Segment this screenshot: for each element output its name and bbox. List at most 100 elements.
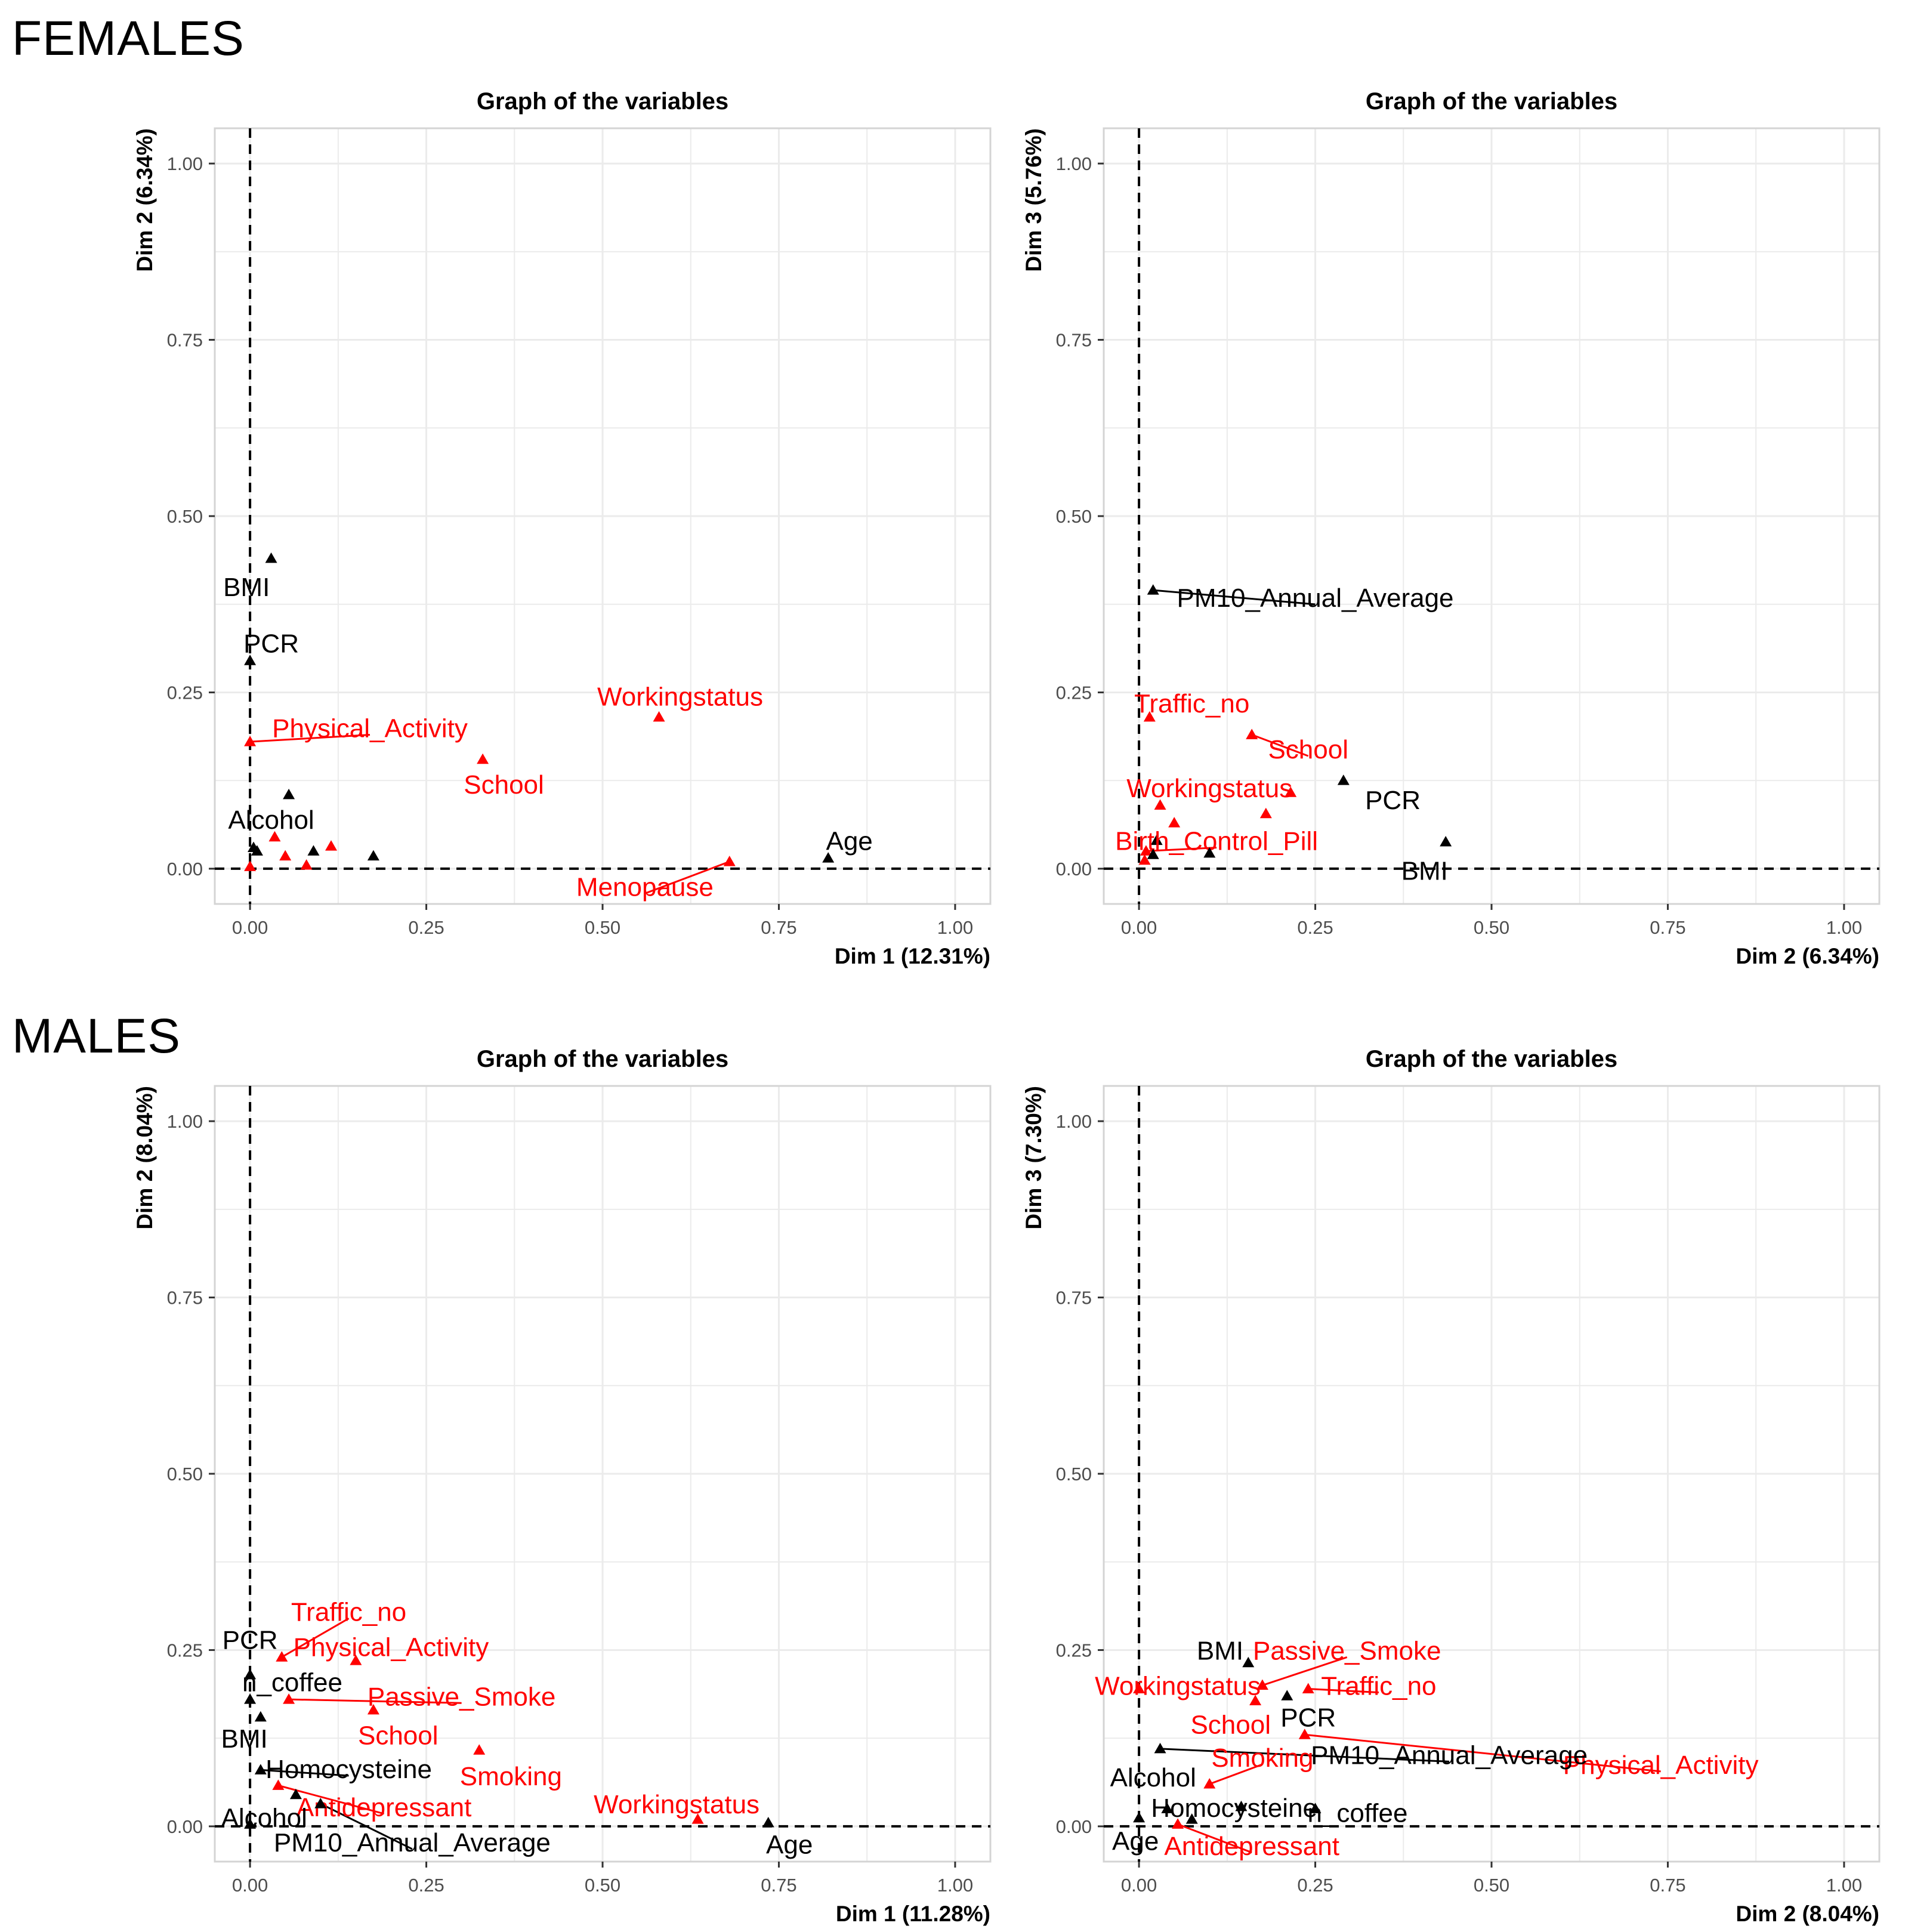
data-point-triangle <box>1185 1813 1198 1824</box>
x-axis-label: Dim 1 (11.28%) <box>836 1902 990 1926</box>
data-point-triangle <box>1172 1818 1184 1829</box>
point-label: PCR <box>1280 1703 1336 1733</box>
data-point-triangle <box>283 1693 295 1704</box>
data-point-triangle <box>1249 1695 1262 1706</box>
x-tick-label: 1.00 <box>937 917 973 938</box>
data-point-triangle <box>1143 711 1156 722</box>
data-point-triangle <box>367 1703 379 1715</box>
y-tick-label: 0.25 <box>1056 682 1092 703</box>
y-tick-label: 0.75 <box>167 1288 203 1308</box>
label-connector <box>1153 589 1316 606</box>
data-point-triangle <box>1168 817 1181 828</box>
data-point-triangle <box>1440 836 1452 847</box>
y-axis-label: Dim 2 (6.34%) <box>132 128 157 272</box>
data-point-triangle <box>367 850 379 861</box>
point-label: PCR <box>243 629 299 659</box>
label-connector <box>1177 1823 1252 1854</box>
point-label: Alcohol <box>228 805 314 835</box>
chart-title: Graph of the variables <box>477 1046 728 1072</box>
x-tick-label: 0.50 <box>1474 1875 1509 1896</box>
y-tick-label: 0.50 <box>1056 506 1092 527</box>
point-label: School <box>358 1721 439 1750</box>
data-point-triangle <box>1161 1803 1174 1813</box>
data-point-triangle <box>723 856 736 866</box>
data-point-triangle <box>251 845 263 856</box>
data-point-triangle <box>477 753 489 764</box>
point-label: PCR <box>1365 786 1421 815</box>
data-point-triangle <box>1154 799 1166 810</box>
males-dim1-dim2-chart: 0.00 0.00 0.25 0.25 0.50 0.50 0.75 0.75 1.00 1.00… <box>132 1046 992 1926</box>
point-label: Physical_Activity <box>1563 1751 1759 1780</box>
point-label: PM10_Annual_Average <box>1177 584 1454 613</box>
label-connector <box>1209 1763 1263 1785</box>
label-connector <box>644 860 730 894</box>
point-label: Age <box>826 827 872 856</box>
data-point-triangle <box>314 1798 327 1808</box>
point-label: School <box>464 770 544 800</box>
label-connector <box>1304 1733 1661 1773</box>
y-tick-label: 0.00 <box>1056 859 1092 879</box>
x-tick-label: 0.75 <box>761 1875 796 1896</box>
data-point-triangle <box>1298 1729 1311 1739</box>
point-label: School <box>1268 735 1348 764</box>
data-point-triangle <box>276 1651 288 1662</box>
point-label: Age <box>766 1830 813 1859</box>
females-section-title: FEMALES <box>12 11 245 66</box>
point-label: Smoking <box>460 1762 562 1791</box>
data-point-triangle <box>1246 729 1258 739</box>
y-tick-label: 0.50 <box>167 506 203 527</box>
data-point-triangle <box>268 831 281 842</box>
point-label: Smoking <box>1211 1743 1313 1773</box>
y-tick-label: 0.50 <box>167 1464 203 1485</box>
data-point-triangle <box>473 1744 486 1755</box>
chart-title: Graph of the variables <box>477 88 728 115</box>
data-point-triangle <box>254 1764 267 1774</box>
males-dim2-dim3-chart: 0.00 0.00 0.25 0.25 0.50 0.50 0.75 0.75 1.00 1.00… <box>1021 1046 1881 1926</box>
data-point-triangle <box>244 1818 257 1829</box>
data-point-triangle <box>244 655 257 665</box>
y-tick-label: 0.00 <box>167 1816 203 1837</box>
label-connector <box>1146 847 1217 852</box>
data-point-triangle <box>307 845 320 856</box>
point-label: Antidepressant <box>1164 1832 1339 1861</box>
data-point-triangle <box>1133 1683 1146 1693</box>
point-label: PM10_Annual_Average <box>274 1828 551 1857</box>
point-label: n_coffee <box>1307 1798 1407 1828</box>
y-axis-label: Dim 3 (7.30%) <box>1021 1086 1046 1230</box>
data-point-triangle <box>1140 845 1152 856</box>
label-connector <box>289 1698 462 1704</box>
females-dim1-dim2-chart: 0.00 0.00 0.25 0.25 0.50 0.50 0.75 0.75 1.00 1.00… <box>132 88 992 968</box>
y-tick-label: 0.00 <box>167 859 203 879</box>
x-tick-label: 1.00 <box>1826 917 1862 938</box>
chart-title: Graph of the variables <box>1366 1046 1617 1072</box>
data-point-triangle <box>244 860 257 871</box>
label-connector <box>260 1769 349 1777</box>
y-tick-label: 0.00 <box>1056 1816 1092 1837</box>
data-point-triangle <box>289 1788 302 1800</box>
point-label: BMI <box>223 573 270 602</box>
point-label: BMI <box>1401 856 1448 885</box>
data-point-triangle <box>1203 1778 1216 1789</box>
point-label: BMI <box>221 1724 268 1754</box>
point-label: Age <box>1112 1827 1159 1856</box>
data-point-triangle <box>1259 807 1272 819</box>
data-point-triangle <box>822 852 835 863</box>
point-label: Workingstatus <box>597 682 763 711</box>
point-label: Homocysteine <box>1151 1794 1317 1823</box>
point-label: BMI <box>1197 1636 1243 1665</box>
point-label: Passive_Smoke <box>1253 1636 1441 1665</box>
x-tick-label: 0.75 <box>1650 917 1685 938</box>
x-tick-label: 0.75 <box>1650 1875 1685 1896</box>
point-label: Workingstatus <box>594 1790 759 1819</box>
label-connector <box>1251 733 1309 757</box>
data-point-triangle <box>762 1817 774 1828</box>
data-point-triangle <box>1285 786 1297 797</box>
x-axis-label: Dim 2 (8.04%) <box>1736 1902 1879 1926</box>
data-point-triangle <box>350 1655 362 1665</box>
data-point-triangle <box>1138 854 1151 865</box>
x-axis-label: Dim 2 (6.34%) <box>1736 944 1879 968</box>
point-label: Birth_Control_Pill <box>1115 827 1318 856</box>
y-tick-label: 0.75 <box>1056 1288 1092 1308</box>
label-connector <box>1308 1687 1379 1694</box>
data-point-triangle <box>1242 1656 1255 1668</box>
